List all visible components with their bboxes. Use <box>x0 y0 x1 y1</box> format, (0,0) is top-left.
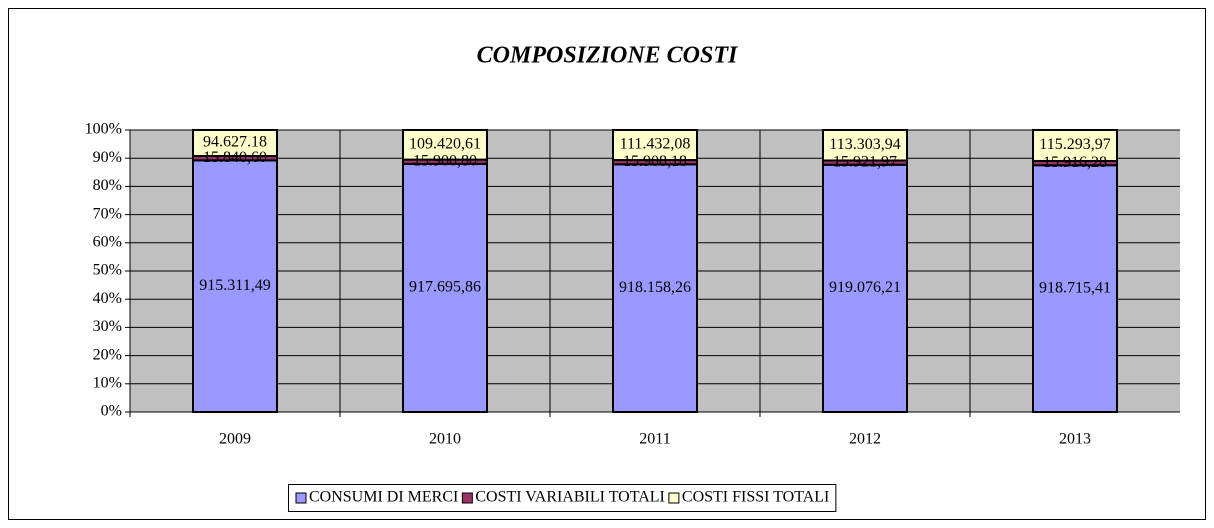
y-tick-label: 10% <box>93 374 122 391</box>
bar-segment <box>822 129 908 162</box>
legend-label: COSTI VARIABILI TOTALI <box>475 489 665 506</box>
legend-swatch <box>295 492 307 504</box>
legend-label: CONSUMI DI MERCI <box>309 489 458 506</box>
data-label: 109.420,61 <box>409 135 481 152</box>
x-tick-label: 2010 <box>429 431 461 448</box>
data-label: 94.627.18 <box>203 134 267 151</box>
data-label: 918.158,26 <box>619 279 691 296</box>
y-tick-label: 60% <box>93 233 122 250</box>
data-label: 917.695,86 <box>409 279 481 296</box>
y-tick-label: 100% <box>85 121 122 138</box>
y-tick-label: 30% <box>93 318 122 335</box>
bar-segment <box>402 162 488 413</box>
x-tick-label: 2013 <box>1059 431 1091 448</box>
data-label: 111.432,08 <box>620 136 691 153</box>
bar-segment <box>402 129 488 161</box>
y-tick-label: 90% <box>93 149 122 166</box>
data-label: 915.311,49 <box>199 277 270 294</box>
bar-segment <box>1032 129 1118 162</box>
data-label: 15.921,97 <box>833 153 897 170</box>
chart-title: COMPOSIZIONE COSTI <box>477 43 739 69</box>
bar-segment <box>612 163 698 413</box>
data-label: 918.715,41 <box>1039 279 1111 296</box>
data-label: 919.076,21 <box>829 279 901 296</box>
x-tick-label: 2009 <box>219 431 251 448</box>
legend-box <box>288 484 837 512</box>
data-label: 15.916,28 <box>1043 154 1107 171</box>
data-label: 15.900,80 <box>413 152 477 169</box>
y-tick-label: 20% <box>93 346 122 363</box>
data-label: 115.293,97 <box>1039 136 1110 153</box>
y-tick-label: 0% <box>101 403 122 420</box>
bar-segment <box>822 163 908 413</box>
legend-label: COSTI FISSI TOTALI <box>682 489 829 506</box>
y-tick-label: 40% <box>93 290 122 307</box>
data-label: 15.840,60 <box>203 149 267 166</box>
bar-segment <box>192 129 278 158</box>
bar-segment <box>1032 164 1118 413</box>
x-tick-label: 2012 <box>849 431 881 448</box>
y-tick-label: 50% <box>93 262 122 279</box>
y-tick-label: 80% <box>93 177 122 194</box>
legend-swatch <box>461 492 473 504</box>
data-label: 113.303,94 <box>829 136 900 153</box>
data-label: 15.908,18 <box>623 153 687 170</box>
bar-segment <box>192 159 278 413</box>
x-tick-label: 2011 <box>639 431 670 448</box>
bar-segment <box>612 129 698 162</box>
legend-swatch <box>668 492 680 504</box>
y-tick-label: 70% <box>93 205 122 222</box>
